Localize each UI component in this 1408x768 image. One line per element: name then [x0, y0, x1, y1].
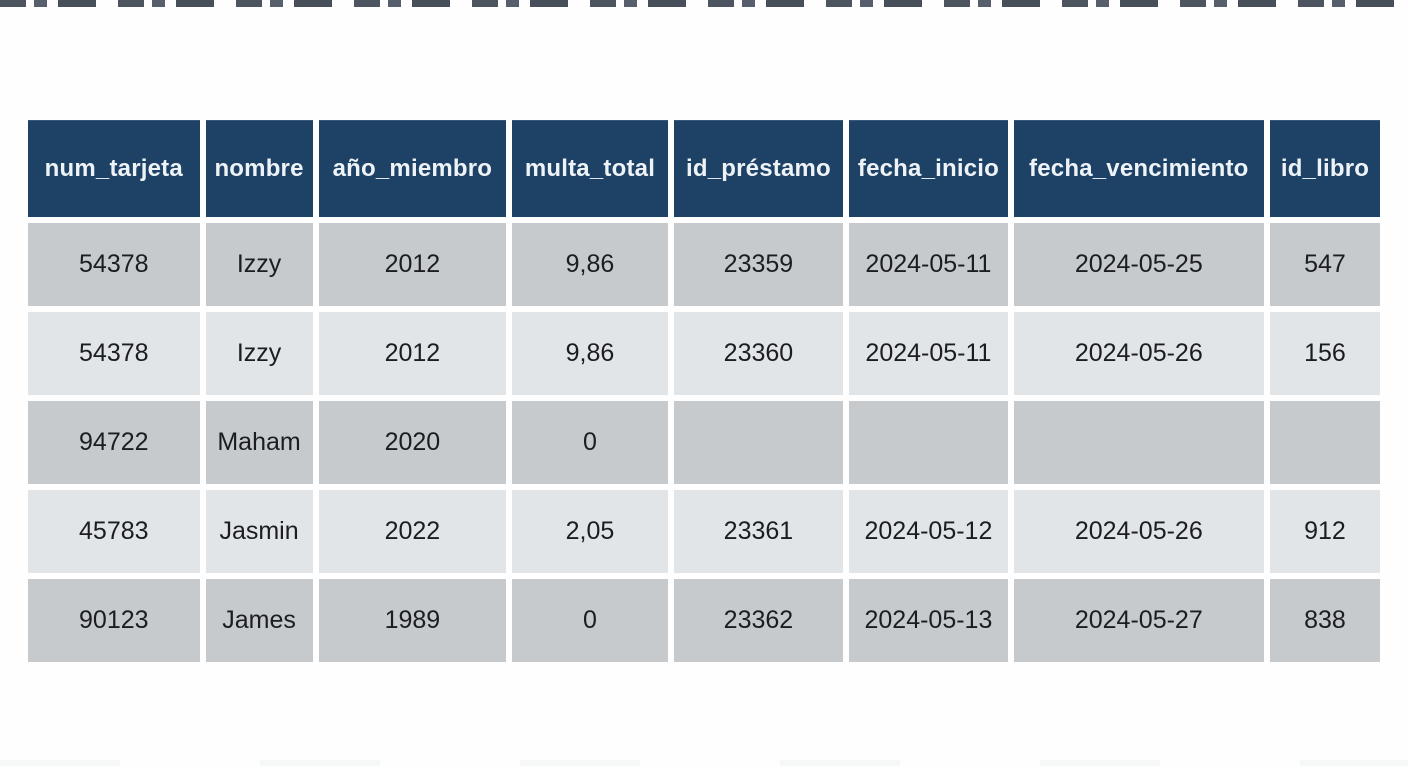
table-cell: Jasmin: [205, 490, 313, 573]
table-cell: 1989: [318, 579, 507, 662]
table-cell: 547: [1269, 223, 1380, 306]
table-cell: 2,05: [512, 490, 668, 573]
table-cell: 90123: [28, 579, 200, 662]
cropped-text-artifact-top: [0, 0, 1408, 7]
table-cell: 2012: [318, 223, 507, 306]
table-cell: [673, 401, 844, 484]
table-cell: 2020: [318, 401, 507, 484]
table-cell: Izzy: [205, 223, 313, 306]
table-cell: 2024-05-25: [1013, 223, 1264, 306]
column-header-multa-total: multa_total: [512, 120, 668, 217]
table-cell: 2024-05-11: [849, 312, 1008, 395]
table-cell: 23362: [673, 579, 844, 662]
table-cell: 156: [1269, 312, 1380, 395]
cropped-content-artifact-bottom: [0, 760, 1408, 766]
table-cell: 45783: [28, 490, 200, 573]
table-cell: 23361: [673, 490, 844, 573]
table-cell: 94722: [28, 401, 200, 484]
table-cell: 23359: [673, 223, 844, 306]
table-cell: 838: [1269, 579, 1380, 662]
table-cell: 23360: [673, 312, 844, 395]
table-container: num_tarjeta nombre año_miembro multa_tot…: [22, 114, 1386, 668]
table-cell: 2024-05-13: [849, 579, 1008, 662]
table-cell: 2024-05-26: [1013, 490, 1264, 573]
table-cell: 2024-05-27: [1013, 579, 1264, 662]
table-row: 54378 Izzy 2012 9,86 23360 2024-05-11 2024-05-…: [28, 312, 1380, 395]
table-row: 94722 Maham 2020 0: [28, 401, 1380, 484]
table-cell: 2012: [318, 312, 507, 395]
table-cell: [849, 401, 1008, 484]
table-cell: 9,86: [512, 312, 668, 395]
table-row: 54378 Izzy 2012 9,86 23359 2024-05-11 2024-05-…: [28, 223, 1380, 306]
header-row: num_tarjeta nombre año_miembro multa_tot…: [28, 120, 1380, 217]
table-cell: [1013, 401, 1264, 484]
table-cell: 2024-05-12: [849, 490, 1008, 573]
table-cell: [1269, 401, 1380, 484]
table-body: 54378 Izzy 2012 9,86 23359 2024-05-11 2024-05-…: [28, 223, 1380, 662]
table-cell: Izzy: [205, 312, 313, 395]
table-cell: 54378: [28, 312, 200, 395]
table-cell: 54378: [28, 223, 200, 306]
table-cell: 9,86: [512, 223, 668, 306]
column-header-id-prestamo: id_préstamo: [673, 120, 844, 217]
table-cell: James: [205, 579, 313, 662]
table-row: 90123 James 1989 0 23362 2024-05-13 2024-05-27…: [28, 579, 1380, 662]
table-cell: 2022: [318, 490, 507, 573]
table-cell: 0: [512, 401, 668, 484]
column-header-nombre: nombre: [205, 120, 313, 217]
table-cell: 2024-05-26: [1013, 312, 1264, 395]
column-header-id-libro: id_libro: [1269, 120, 1380, 217]
table-cell: 2024-05-11: [849, 223, 1008, 306]
table-cell: 912: [1269, 490, 1380, 573]
column-header-num-tarjeta: num_tarjeta: [28, 120, 200, 217]
column-header-fecha-inicio: fecha_inicio: [849, 120, 1008, 217]
table-cell: Maham: [205, 401, 313, 484]
column-header-fecha-vencimiento: fecha_vencimiento: [1013, 120, 1264, 217]
table-cell: 0: [512, 579, 668, 662]
table-row: 45783 Jasmin 2022 2,05 23361 2024-05-12 2024-0…: [28, 490, 1380, 573]
column-header-ano-miembro: año_miembro: [318, 120, 507, 217]
loans-data-table: num_tarjeta nombre año_miembro multa_tot…: [22, 114, 1386, 668]
